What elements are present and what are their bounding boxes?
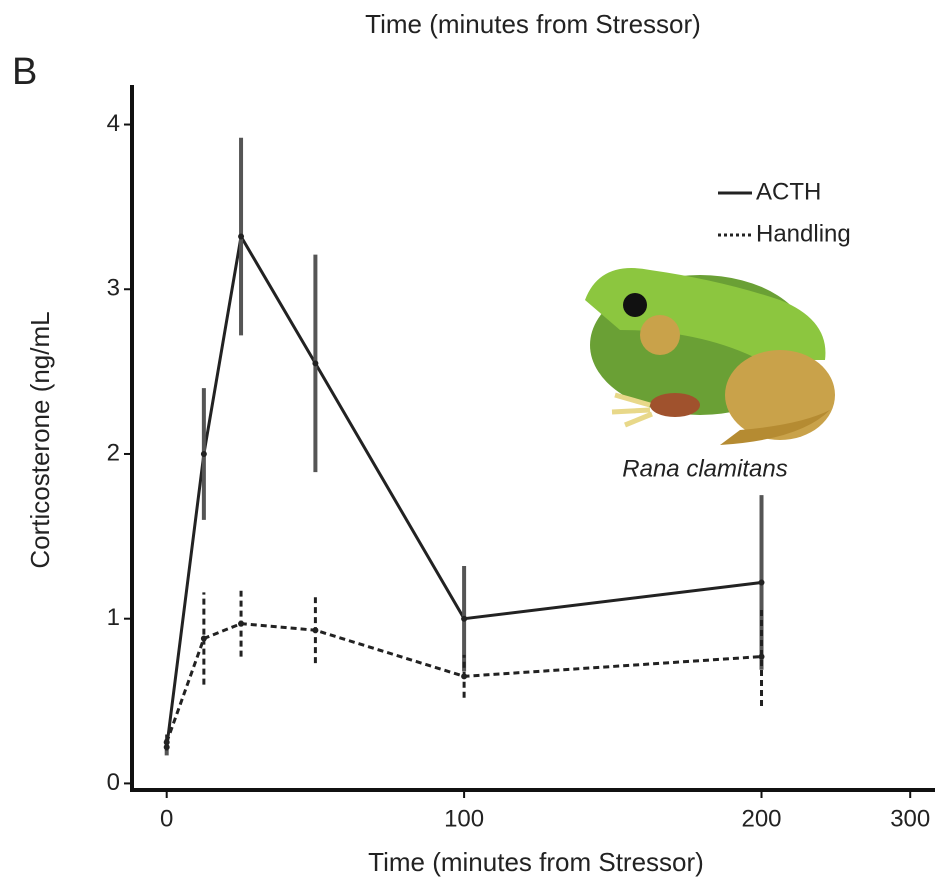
series-line [165, 622, 762, 743]
point [200, 450, 207, 457]
x-tick-label: 100 [444, 805, 484, 832]
point [200, 635, 207, 642]
point [163, 739, 170, 746]
point [461, 673, 468, 680]
y-tick-label: 1 [107, 604, 120, 631]
legend-label: Handling [756, 220, 851, 247]
x-tick-label: 0 [160, 805, 173, 832]
point [758, 653, 765, 660]
y-axis-label: Corticosterone (ng/mL [25, 311, 55, 568]
x-axis-label: Time (minutes from Stressor) [368, 847, 704, 877]
y-tick-label: 2 [107, 439, 120, 466]
legend: ACTH Handling [718, 178, 851, 247]
x-tick-label: 200 [741, 805, 781, 832]
annotation: Rana clamitans [622, 455, 787, 482]
point [461, 615, 468, 622]
y-tick-label: 3 [107, 275, 120, 302]
point [312, 627, 319, 634]
x-tick-label: 300 [890, 805, 930, 832]
point [238, 233, 245, 240]
point [758, 579, 765, 586]
panel-label: B [12, 51, 37, 93]
point [312, 360, 319, 367]
y-tick-label: 0 [107, 769, 120, 796]
y-tick-label: 4 [107, 110, 120, 137]
point [238, 620, 245, 627]
top-label: Time (minutes from Stressor) [365, 9, 701, 39]
legend-label: ACTH [756, 178, 821, 205]
frog-illustration [585, 268, 835, 445]
series-line [165, 232, 762, 748]
